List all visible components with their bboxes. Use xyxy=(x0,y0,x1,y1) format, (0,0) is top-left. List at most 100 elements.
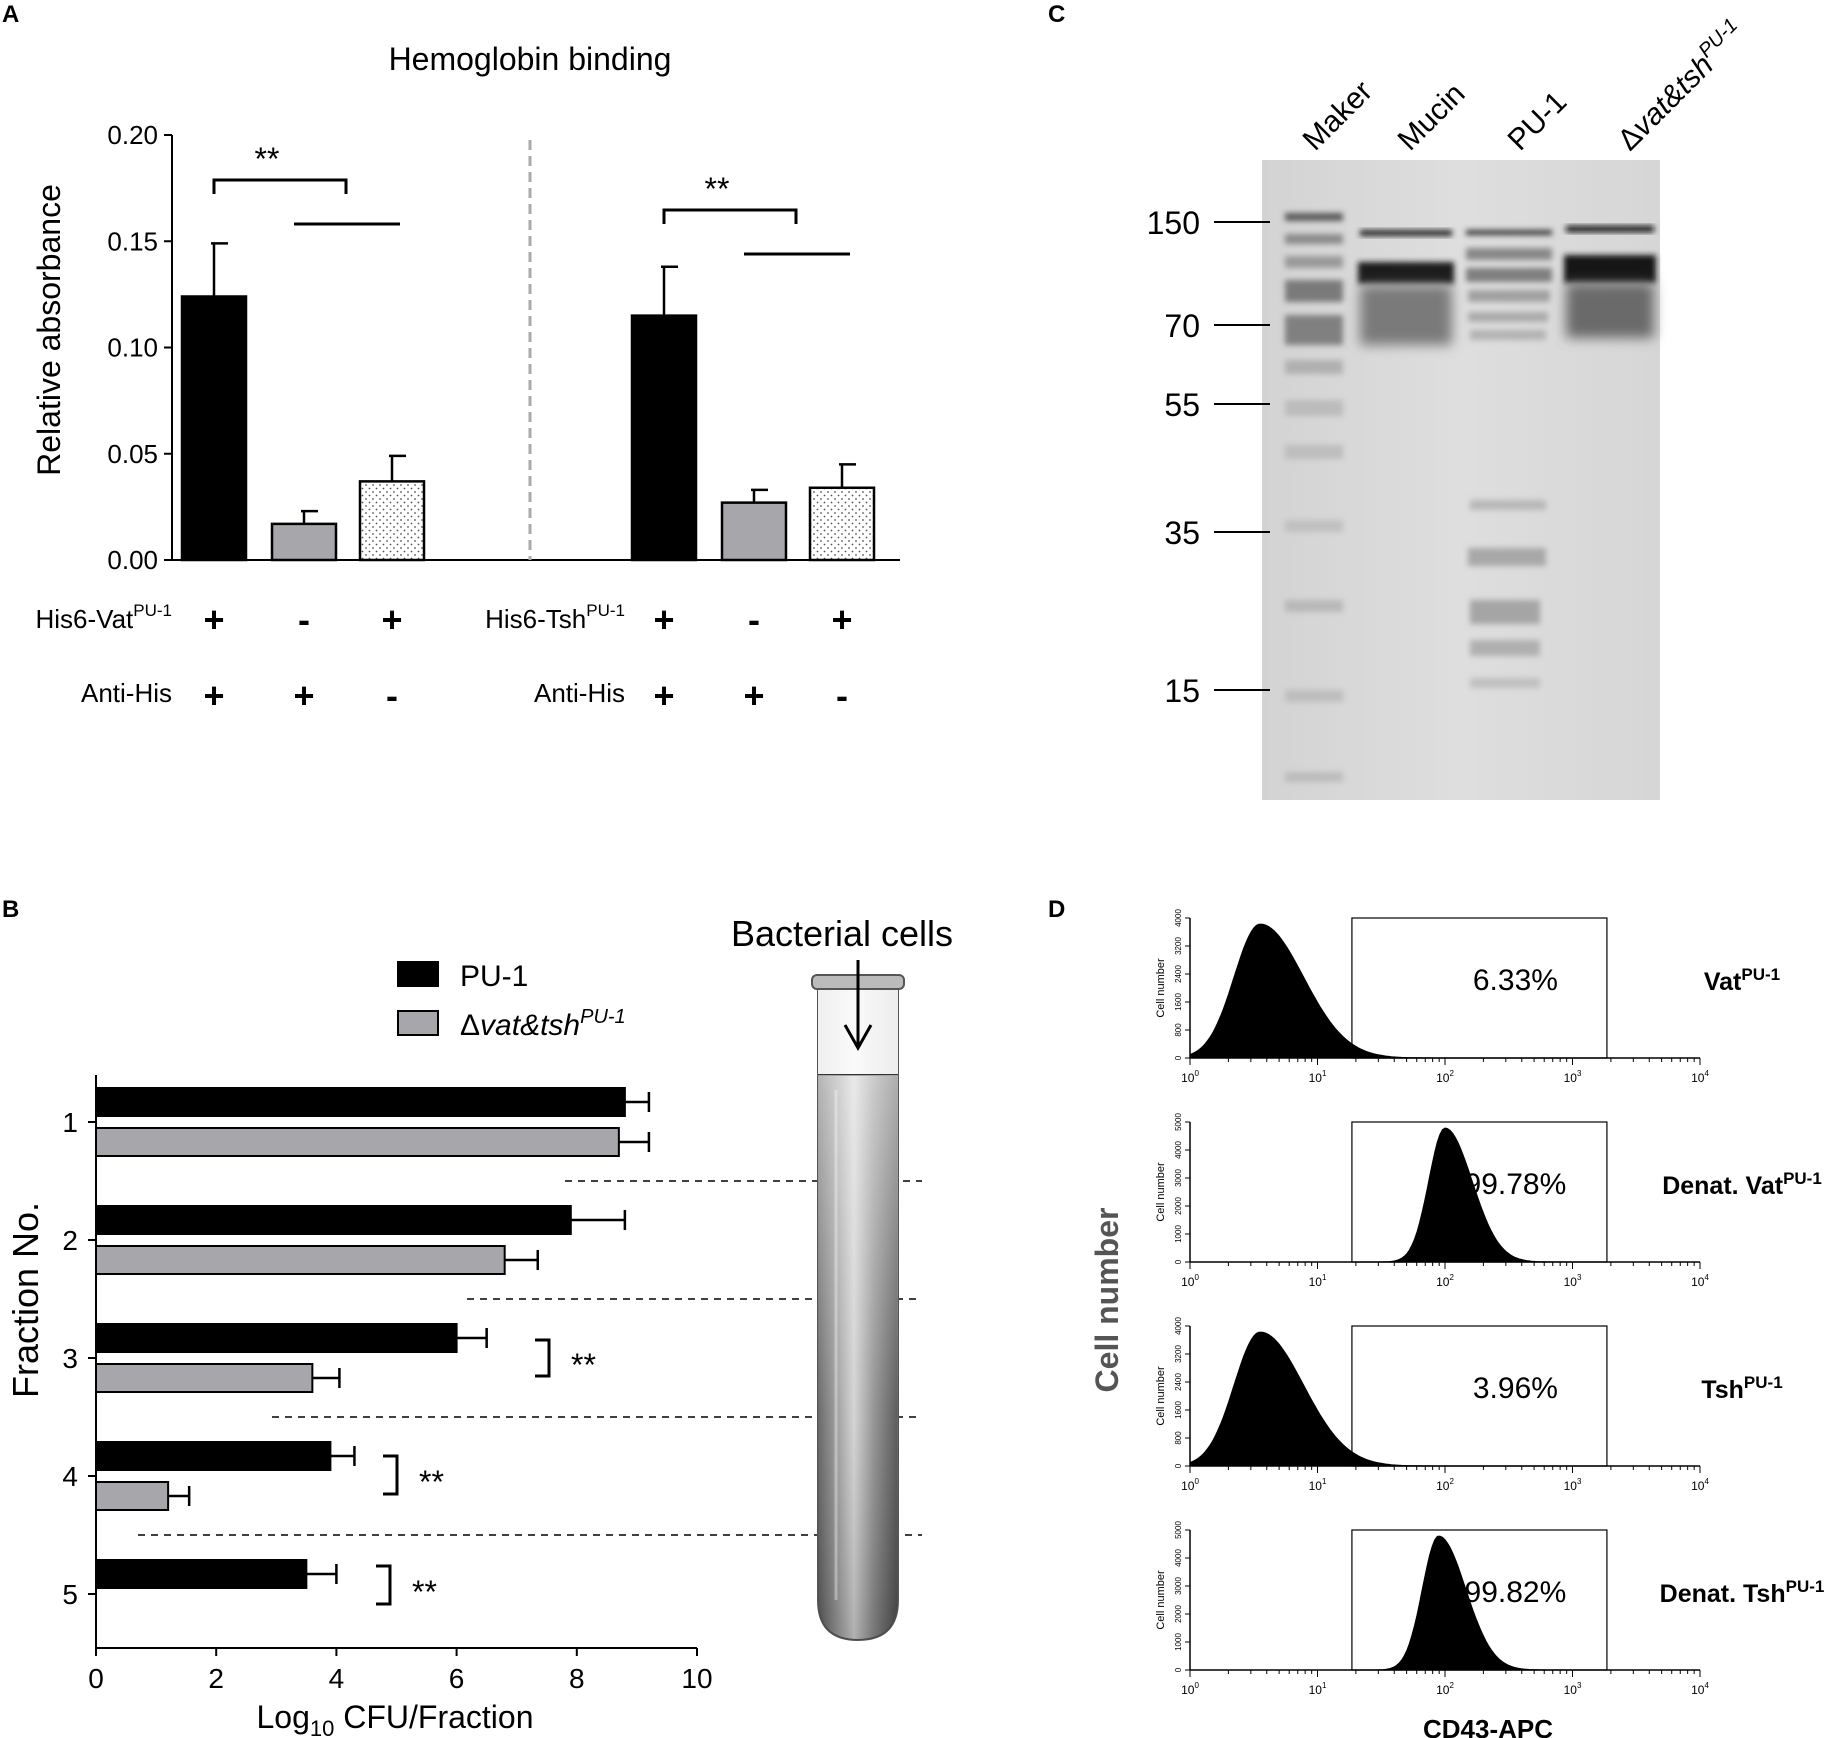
marker-lane xyxy=(1285,213,1343,782)
panel-b-fraction-chart: Fraction No. Log10 CFU/Fraction 0 2 4 6 8 10 1… xyxy=(5,913,953,1738)
panel-a-row1-label: His6-TshPU-1 xyxy=(485,601,625,634)
panel-b-bar xyxy=(95,1559,308,1589)
histogram-label: VatPU-1 xyxy=(1704,965,1780,996)
panel-a-bar xyxy=(270,522,338,562)
histogram-x-tick-label: 100 xyxy=(1181,1681,1199,1697)
histogram-y-tick-label: 1000 xyxy=(1174,1225,1183,1243)
panel-a-row1-sign: + xyxy=(381,599,402,640)
panel-a-bar xyxy=(180,295,248,562)
gel-marker-label: 15 xyxy=(1164,673,1200,709)
panel-b-significance: ** xyxy=(383,1454,444,1500)
histogram-label: Denat. VatPU-1 xyxy=(1662,1169,1822,1200)
panel-a-y-tick-label: 0.20 xyxy=(107,120,158,150)
histogram-y-tick-label: 4000 xyxy=(1174,1317,1183,1335)
histogram-x-tick-label: 102 xyxy=(1436,1273,1454,1289)
panel-a-significance: ** xyxy=(662,171,850,256)
panel-a-row2-sign: - xyxy=(836,675,848,716)
histogram-area xyxy=(1190,1535,1700,1671)
panel-b-y-tick-label: 4 xyxy=(62,1461,78,1492)
histogram-y-tick-label: 4000 xyxy=(1174,909,1183,927)
histogram-label: Denat. TshPU-1 xyxy=(1660,1577,1825,1608)
panel-a-bar xyxy=(808,486,876,562)
panel-a-row2-sign: + xyxy=(293,675,314,716)
histogram-x-tick-label: 102 xyxy=(1436,1681,1454,1697)
panel-b-legend: PU-1 Δvat&tshPU-1 xyxy=(397,960,626,1042)
panel-a-significance: ** xyxy=(212,141,400,226)
panel-a-row1-label: His6-VatPU-1 xyxy=(35,601,172,634)
panel-a-bar xyxy=(720,501,788,562)
histogram-y-tick-label: 4000 xyxy=(1174,1549,1183,1567)
flow-histogram: 0 1000 2000 3000 4000 5000 Cell number 100 101 10… xyxy=(1155,1113,1822,1289)
flow-histogram: 0 800 1600 2400 3200 4000 Cell number 100 101 102… xyxy=(1155,909,1780,1085)
panel-b-x-axis-label: Log10 CFU/Fraction xyxy=(256,1699,533,1738)
histogram-y-tick-label: 1600 xyxy=(1174,993,1183,1011)
panel-b-y-tick-label: 1 xyxy=(62,1107,78,1138)
histogram-area xyxy=(1190,1127,1700,1263)
panel-a-title: Hemoglobin binding xyxy=(389,41,672,77)
panel-b-significance-label: ** xyxy=(419,1464,444,1500)
panel-b-x-tick-label: 0 xyxy=(88,1663,104,1694)
panel-b-y-axis-label: Fraction No. xyxy=(5,1202,46,1398)
histogram-label: TshPU-1 xyxy=(1701,1373,1782,1404)
panel-b-significance-label: ** xyxy=(571,1347,596,1383)
mutant-lane xyxy=(1564,226,1656,338)
panel-a-bar xyxy=(358,480,426,562)
histogram-x-tick-label: 103 xyxy=(1564,1273,1582,1289)
panel-a-row2-label: Anti-His xyxy=(534,678,625,708)
panel-letter-c: C xyxy=(1048,1,1065,28)
panel-a-hemoglobin-chart: Hemoglobin binding Relative absorbance 0… xyxy=(31,41,900,716)
panel-b-bar xyxy=(95,1205,572,1235)
gel-lane-label: Δvat&tshPU-1 xyxy=(1609,14,1752,157)
panel-letter-a: A xyxy=(2,1,19,28)
panel-b-bracket xyxy=(383,1454,399,1496)
panel-a-row1-sign: - xyxy=(298,599,310,640)
panel-a-significance-label: ** xyxy=(255,141,280,177)
panel-b-bar xyxy=(95,1363,314,1393)
gel-lane-label: Maker xyxy=(1297,75,1379,157)
legend-label: Δvat&tshPU-1 xyxy=(460,1006,626,1042)
histogram-y-tick-label: 2000 xyxy=(1174,1605,1183,1623)
histogram-x-tick-label: 103 xyxy=(1564,1069,1582,1085)
gel-marker-label: 35 xyxy=(1164,515,1200,551)
histogram-x-tick-label: 100 xyxy=(1181,1273,1199,1289)
gel-marker-label: 55 xyxy=(1164,387,1200,423)
panel-letter-d: D xyxy=(1048,896,1065,923)
panel-d-y-axis-label: Cell number xyxy=(1089,1208,1125,1393)
panel-b-bracket xyxy=(376,1564,392,1606)
histogram-y-tick-label: 800 xyxy=(1174,1023,1183,1037)
panel-c-gel: Maker Mucin PU-1 Δvat&tshPU-1 150 70 55 35 15 xyxy=(1147,14,1752,800)
histogram-y-tick-label: 3000 xyxy=(1174,1577,1183,1595)
histogram-y-tick-label: 5000 xyxy=(1174,1521,1183,1539)
gel-bands xyxy=(1285,213,1656,782)
histogram-percent: 99.82% xyxy=(1465,1576,1567,1609)
panel-a-y-tick-label: 0.05 xyxy=(107,439,158,469)
panel-b-x-tick-label: 8 xyxy=(569,1663,585,1694)
panel-d-flow-histograms: Cell number CD43-APC 0 800 1600 2400 3200 400… xyxy=(1089,909,1824,1738)
panel-b-y-tick-label: 2 xyxy=(62,1225,78,1256)
panel-a-row1-sign: - xyxy=(748,599,760,640)
panel-b-bar xyxy=(95,1323,458,1353)
gel-marker-labels: 150 70 55 35 15 xyxy=(1147,205,1270,709)
flow-histogram: 0 800 1600 2400 3200 4000 Cell number 100 101 102… xyxy=(1155,1317,1783,1493)
histogram-y-tick-label: 3200 xyxy=(1174,937,1183,955)
panel-b-bar xyxy=(95,1127,620,1157)
panel-b-bars: ** ** ** xyxy=(95,1087,651,1610)
gel-marker-label: 150 xyxy=(1147,205,1200,241)
gel-lane-labels: Maker Mucin PU-1 Δvat&tshPU-1 xyxy=(1297,14,1752,157)
panel-b-significance-label: ** xyxy=(412,1574,437,1610)
histogram-x-tick-label: 101 xyxy=(1309,1477,1327,1493)
histogram-y-tick-label: 2400 xyxy=(1174,1373,1183,1391)
mucin-lane xyxy=(1358,230,1454,345)
histogram-x-tick-label: 104 xyxy=(1691,1069,1709,1085)
panel-b-bracket xyxy=(535,1338,551,1378)
panel-a-row2-sign: - xyxy=(386,675,398,716)
panel-b-bar xyxy=(95,1245,506,1275)
panel-a-row1-sign: + xyxy=(203,599,224,640)
panel-d-histogram-stack: 0 800 1600 2400 3200 4000 Cell number 100 101 102… xyxy=(1155,909,1824,1697)
panel-a-row2-label: Anti-His xyxy=(81,678,172,708)
gel-lane-label: PU-1 xyxy=(1502,85,1574,157)
gel-marker-label: 70 xyxy=(1164,308,1200,344)
panel-a-row1-sign: + xyxy=(653,599,674,640)
panel-a-row2-sign: + xyxy=(743,675,764,716)
histogram-y-label: Cell number xyxy=(1155,958,1167,1018)
